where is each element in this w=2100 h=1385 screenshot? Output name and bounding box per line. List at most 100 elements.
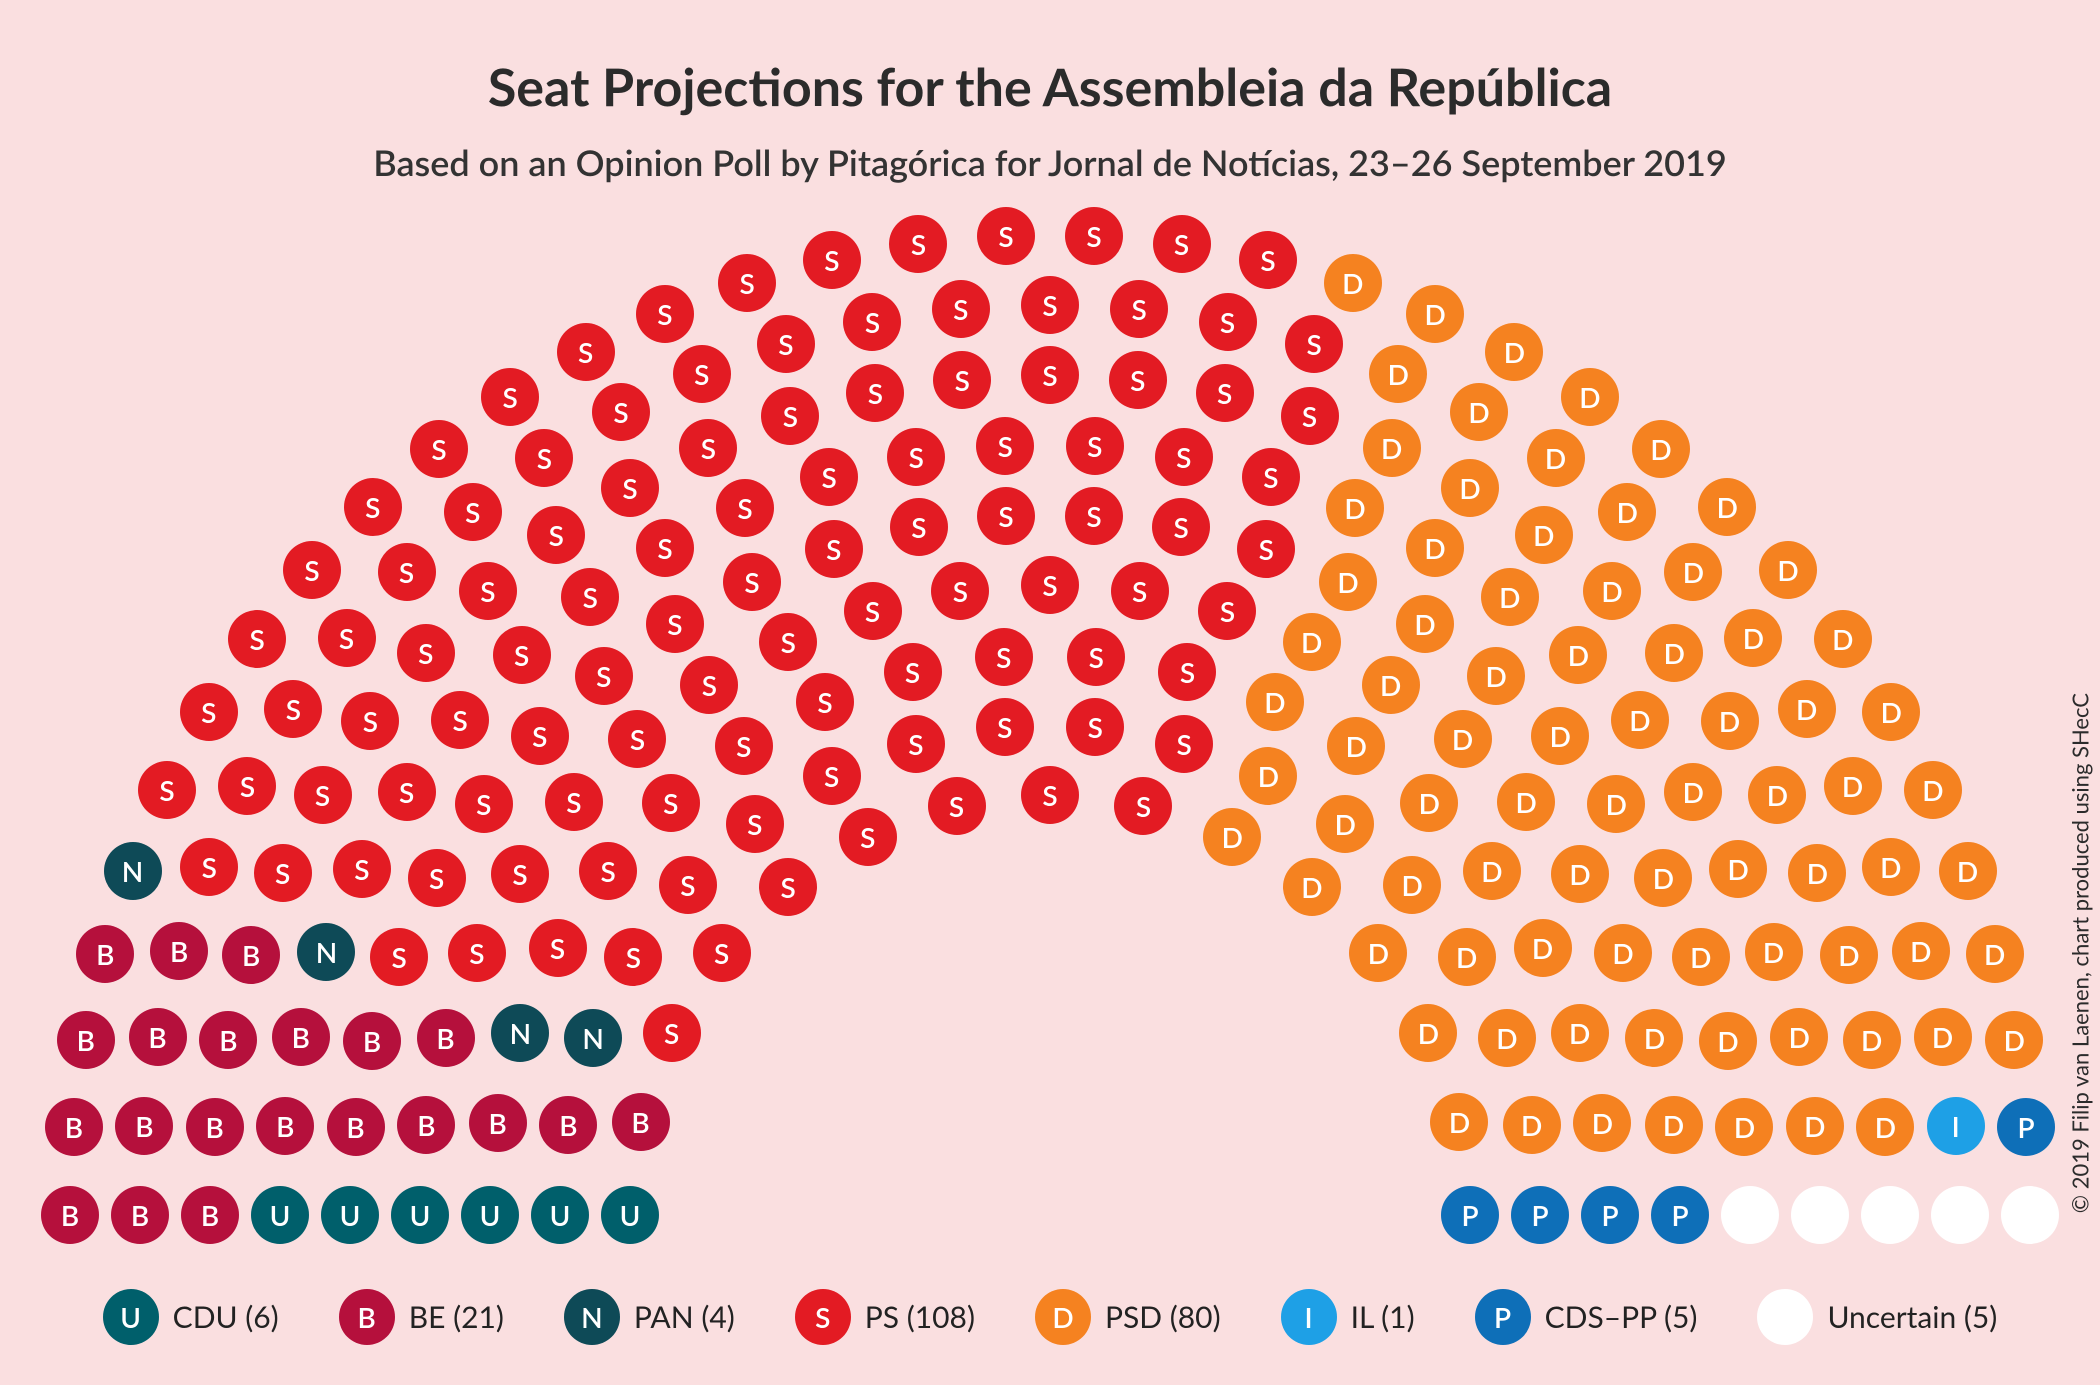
legend-item-psd: DPSD (80) (1035, 1289, 1221, 1345)
seat-ps: S (718, 254, 776, 312)
page: Seat Projections for the Assembleia da R… (0, 0, 2100, 1385)
seat-ps: S (481, 368, 539, 426)
seat-psd: D (1481, 568, 1539, 626)
seat-ps: S (1066, 698, 1124, 756)
seat-psd: D (1939, 842, 1997, 900)
legend-dot-be: B (339, 1289, 395, 1345)
seat-pan: N (491, 1004, 549, 1062)
seat-psd: D (1463, 842, 1521, 900)
seat-psd: D (1434, 710, 1492, 768)
seat-cdu: U (601, 1186, 659, 1244)
seat-psd: D (1625, 1009, 1683, 1067)
seat-psd: D (1843, 1011, 1901, 1069)
seat-psd: D (1587, 775, 1645, 833)
seat-psd: D (1698, 478, 1756, 536)
seat-psd: D (1820, 926, 1878, 984)
seat-psd: D (1985, 1011, 2043, 1069)
seat-ps: S (1067, 628, 1125, 686)
seat-ps: S (459, 562, 517, 620)
seat-ps: S (491, 845, 549, 903)
seat-ps: S (1021, 276, 1079, 334)
seat-ps: S (228, 610, 286, 668)
seat-be: B (76, 925, 134, 983)
seat-uncertain (1721, 1186, 1779, 1244)
seat-ps: S (843, 293, 901, 351)
seat-psd: D (1514, 919, 1572, 977)
seat-psd: D (1527, 429, 1585, 487)
seat-ps: S (680, 656, 738, 714)
seat-ps: S (592, 383, 650, 441)
seat-ps: S (448, 924, 506, 982)
seat-psd: D (1503, 1096, 1561, 1154)
seat-be: B (115, 1097, 173, 1155)
seat-psd: D (1914, 1008, 1972, 1066)
seat-ps: S (431, 691, 489, 749)
seat-psd: D (1406, 519, 1464, 577)
seat-psd: D (1645, 1096, 1703, 1154)
seat-ps: S (1196, 364, 1254, 422)
seat-uncertain (2001, 1186, 2059, 1244)
seat-ps: S (527, 506, 585, 564)
seat-psd: D (1399, 1004, 1457, 1062)
seat-be: B (272, 1008, 330, 1066)
legend-item-cdu: UCDU (6) (103, 1289, 279, 1345)
seat-pan: N (104, 842, 162, 900)
legend-label-pan: PAN (4) (634, 1299, 735, 1335)
seat-ps: S (1114, 777, 1172, 835)
seat-psd: D (1438, 928, 1496, 986)
seat-psd: D (1594, 924, 1652, 982)
seat-ps: S (1152, 498, 1210, 556)
seat-psd: D (1239, 747, 1297, 805)
seat-cdu: U (391, 1186, 449, 1244)
seat-ps: S (716, 479, 774, 537)
seat-psd: D (1632, 420, 1690, 478)
seat-be: B (469, 1094, 527, 1152)
seat-psd: D (1327, 717, 1385, 775)
seat-be: B (111, 1186, 169, 1244)
seat-psd: D (1709, 840, 1767, 898)
seat-ps: S (1065, 487, 1123, 545)
seat-ps: S (890, 498, 948, 556)
seat-ps: S (604, 928, 662, 986)
seat-be: B (256, 1097, 314, 1155)
seat-ps: S (378, 543, 436, 601)
seat-psd: D (1814, 610, 1872, 668)
seat-psd: D (1324, 254, 1382, 312)
seat-psd: D (1862, 838, 1920, 896)
seat-ps: S (1155, 715, 1213, 773)
seat-ps: S (928, 777, 986, 835)
seat-psd: D (1326, 479, 1384, 537)
seat-psd: D (1400, 774, 1458, 832)
seat-ps: S (1111, 562, 1169, 620)
seat-psd: D (1745, 923, 1803, 981)
seat-cdu: U (251, 1186, 309, 1244)
legend-dot-pan: N (564, 1289, 620, 1345)
legend-label-uncertain: Uncertain (5) (1827, 1299, 1997, 1335)
seat-psd: D (1778, 680, 1836, 738)
legend-label-be: BE (21) (409, 1299, 504, 1335)
seat-psd: D (1786, 1097, 1844, 1155)
legend-item-ps: SPS (108) (795, 1289, 975, 1345)
seat-psd: D (1824, 757, 1882, 815)
seat-psd: D (1450, 383, 1508, 441)
seat-be: B (129, 1008, 187, 1066)
legend-item-uncertain: Uncertain (5) (1757, 1289, 1997, 1345)
seat-pan: N (564, 1009, 622, 1067)
seat-ps: S (1242, 448, 1300, 506)
seat-ps: S (1155, 428, 1213, 486)
seat-psd: D (1664, 543, 1722, 601)
seat-ps: S (370, 928, 428, 986)
seat-ps: S (800, 448, 858, 506)
seat-ps: S (757, 315, 815, 373)
seat-psd: D (1283, 858, 1341, 916)
seat-psd: D (1396, 595, 1454, 653)
seat-psd: D (1583, 562, 1641, 620)
seat-ps: S (1237, 520, 1295, 578)
seat-ps: S (545, 773, 603, 831)
seat-psd: D (1634, 849, 1692, 907)
seat-ps: S (1281, 387, 1339, 445)
seat-ps: S (805, 520, 863, 578)
seat-psd: D (1551, 845, 1609, 903)
seat-ps: S (1158, 643, 1216, 701)
seat-ps: S (673, 345, 731, 403)
